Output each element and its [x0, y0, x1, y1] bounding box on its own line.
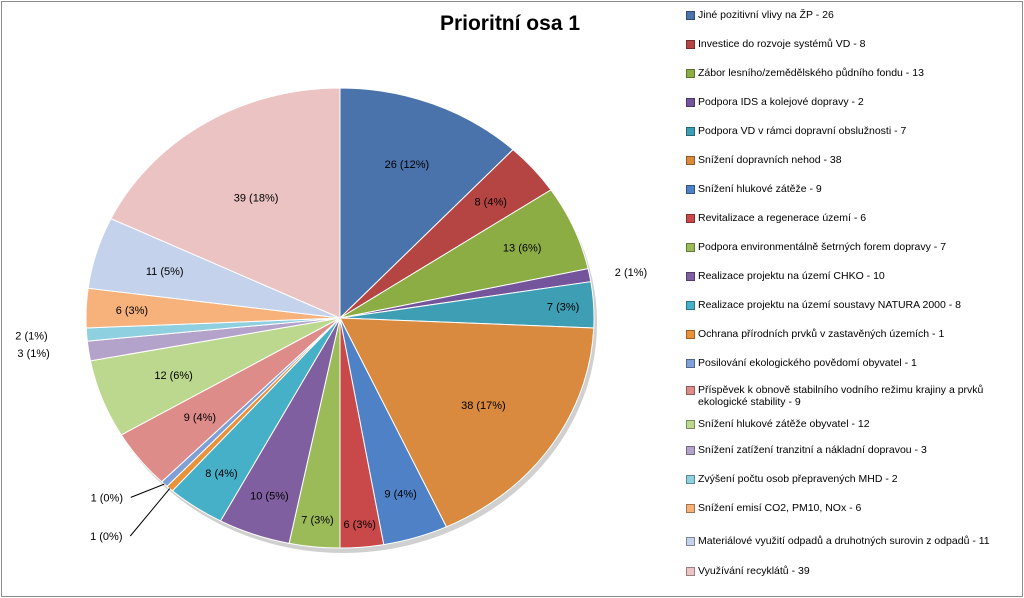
- legend-label: Realizace projektu na území CHKO - 10: [698, 270, 885, 282]
- legend-swatch: [686, 537, 695, 546]
- legend-label: Podpora environmentálně šetrných forem d…: [698, 241, 947, 253]
- data-label: 8 (4%): [474, 197, 506, 209]
- legend-swatch: [686, 127, 695, 136]
- data-label: 39 (18%): [234, 192, 279, 204]
- legend-swatch: [686, 69, 695, 78]
- data-label: 11 (5%): [146, 266, 184, 278]
- legend-swatch: [686, 301, 695, 310]
- legend-swatch: [686, 359, 695, 368]
- leader-line: [130, 483, 165, 498]
- legend-label: Příspěvek k obnově stabilního vodního re…: [698, 384, 984, 408]
- legend-swatch: [686, 567, 695, 576]
- legend-swatch: [686, 272, 695, 281]
- legend-swatch: [686, 330, 695, 339]
- data-label: 7 (3%): [547, 301, 579, 313]
- data-label: 2 (1%): [15, 331, 47, 343]
- leader-line: [129, 488, 171, 537]
- legend-swatch: [686, 185, 695, 194]
- legend-swatch: [686, 40, 695, 49]
- legend-label: Ochrana přírodních prvků v zastavěných ú…: [698, 328, 945, 340]
- data-label: 6 (3%): [343, 519, 375, 531]
- legend-label: Využívání recyklátů - 39: [698, 565, 810, 577]
- legend-label: Zábor lesního/zemědělského půdního fondu…: [698, 67, 924, 79]
- legend-label: Podpora VD v rámci dopravní obslužnosti …: [698, 125, 907, 137]
- data-label: 8 (4%): [205, 468, 237, 480]
- legend-label: Realizace projektu na území soustavy NAT…: [698, 299, 962, 311]
- data-label: 9 (4%): [184, 412, 216, 424]
- legend-swatch: [686, 475, 695, 484]
- legend-swatch: [686, 156, 695, 165]
- data-label: 38 (17%): [461, 400, 506, 412]
- legend-label: Snížení hlukové zátěže - 9: [698, 183, 822, 195]
- legend-swatch: [686, 504, 695, 513]
- data-label: 1 (0%): [90, 531, 122, 543]
- legend-label: Jiné pozitivní vlivy na ŽP - 26: [698, 9, 834, 21]
- legend-swatch: [686, 11, 695, 20]
- legend-swatch: [686, 386, 695, 395]
- legend-swatch: [686, 98, 695, 107]
- legend-label: Zvýšení počtu osob přepravených MHD - 2: [698, 473, 898, 485]
- pie-slice: [339, 87, 514, 320]
- data-label: 10 (5%): [250, 490, 289, 502]
- pie-slice: [110, 87, 341, 319]
- legend-label: Podpora IDS a kolejové dopravy - 2: [698, 96, 864, 108]
- legend-label: Posilování ekologického povědomí obyvate…: [698, 357, 917, 369]
- data-label: 6 (3%): [116, 305, 148, 317]
- data-label: 9 (4%): [384, 489, 416, 501]
- legend-label: Materiálové využití odpadů a druhotných …: [698, 535, 990, 547]
- legend-label: Revitalizace a regenerace území - 6: [698, 212, 867, 224]
- legend-label: Investice do rozvoje systémů VD - 8: [698, 38, 866, 50]
- data-label: 3 (1%): [17, 348, 49, 360]
- legend-swatch: [686, 420, 695, 429]
- pie-slice: [339, 317, 595, 528]
- data-label: 7 (3%): [301, 514, 333, 526]
- data-label: 1 (0%): [91, 492, 123, 504]
- legend-swatch: [686, 446, 695, 455]
- legend-label: Snížení emisí CO2, PM10, NOx - 6: [698, 502, 862, 514]
- data-label: 12 (6%): [154, 370, 193, 382]
- legend-label: Snížení hlukové zátěže obyvatel - 12: [698, 418, 870, 430]
- chart-title: Prioritní osa 1: [439, 12, 581, 35]
- legend-swatch: [686, 243, 695, 252]
- legend-label: Snížení zatížení tranzitní a nákladní do…: [698, 444, 927, 456]
- data-label: 13 (6%): [503, 243, 542, 255]
- legend-label: Snížení dopravních nehod - 38: [698, 154, 842, 166]
- legend-swatch: [686, 214, 695, 223]
- data-label: 2 (1%): [615, 267, 647, 279]
- data-label: 26 (12%): [385, 159, 430, 171]
